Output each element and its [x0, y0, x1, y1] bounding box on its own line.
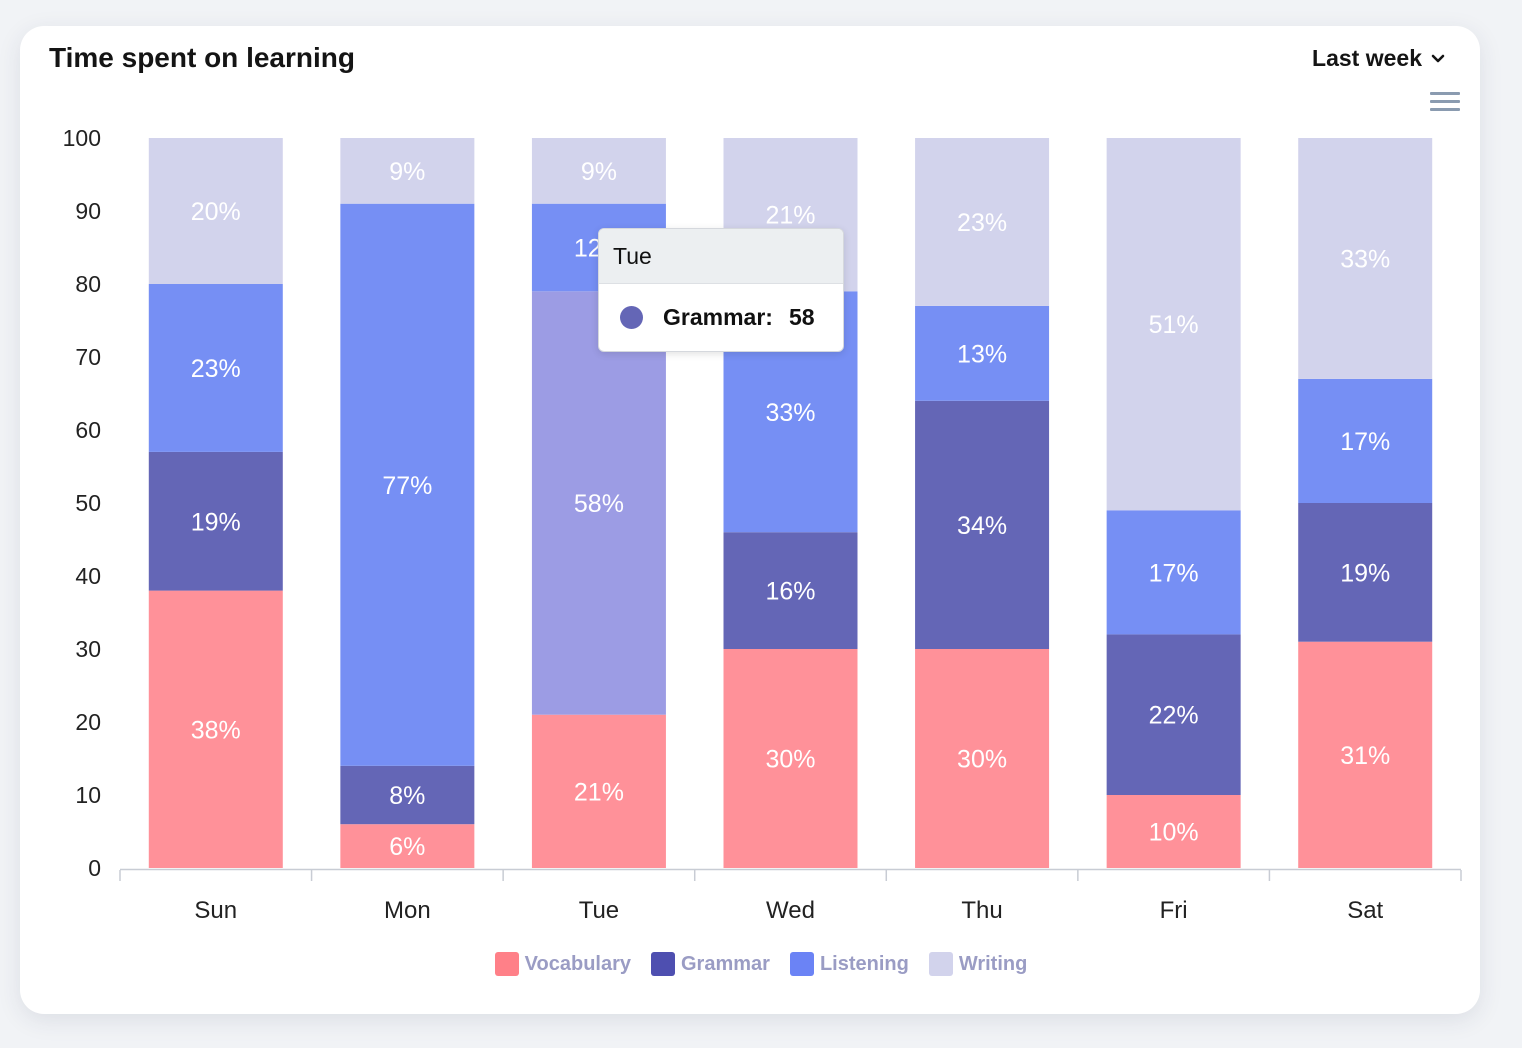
x-tick-label: Fri — [1160, 897, 1188, 924]
bar-thu-listening — [915, 305, 1050, 401]
bar-sun-listening — [148, 284, 283, 452]
bar-sat-vocabulary — [1298, 641, 1433, 868]
y-tick-label: 0 — [88, 855, 101, 881]
data-label: 38% — [191, 716, 241, 744]
data-label: 8% — [389, 782, 425, 810]
chart-legend: Vocabulary Grammar Listening Writing — [0, 952, 1522, 976]
legend-swatch — [494, 952, 519, 976]
tooltip-series-dot — [620, 306, 643, 329]
y-tick-label: 90 — [75, 198, 101, 224]
bar-wed-vocabulary — [723, 649, 858, 868]
bar-tue-writing — [531, 138, 666, 204]
legend-item-grammar[interactable]: Grammar — [651, 952, 770, 976]
tooltip-series-value: 58 — [788, 304, 815, 330]
data-label: 30% — [765, 746, 815, 774]
data-label: 21% — [765, 202, 815, 230]
bar-thu-vocabulary — [915, 649, 1050, 868]
x-tick-label: Thu — [961, 897, 1002, 924]
x-tick-label: Tue — [579, 897, 619, 924]
y-tick-label: 20 — [75, 709, 101, 735]
data-label: 23% — [957, 209, 1007, 237]
bar-sun-writing — [148, 138, 283, 284]
bar-mon-grammar — [340, 765, 475, 825]
y-tick-label: 80 — [75, 271, 101, 297]
stacked-bar-chart: 0 10 20 30 40 50 60 70 80 90 100 38% 19% 23% 20% 6% 8% 77… — [63, 125, 1462, 924]
data-label: 19% — [191, 508, 241, 536]
range-dropdown[interactable]: Last week — [1312, 45, 1446, 72]
data-label: 31% — [1340, 742, 1390, 770]
y-tick-label: 60 — [75, 417, 101, 443]
y-tick-label: 30 — [75, 636, 101, 662]
hamburger-menu-icon[interactable] — [1428, 90, 1462, 114]
legend-item-vocabulary[interactable]: Vocabulary — [494, 952, 631, 976]
data-label: 9% — [581, 158, 617, 186]
x-tick-label: Wed — [766, 897, 815, 924]
data-label: 51% — [1149, 311, 1199, 339]
legend-item-writing[interactable]: Writing — [928, 952, 1028, 976]
bar-mon-vocabulary — [340, 824, 475, 868]
bar-fri-grammar — [1106, 634, 1241, 795]
y-tick-label: 100 — [63, 125, 101, 151]
data-label: 17% — [1149, 559, 1199, 587]
data-label: 21% — [574, 778, 624, 806]
legend-swatch — [928, 952, 953, 976]
chevron-down-icon — [1431, 54, 1445, 62]
data-label: 33% — [1340, 245, 1390, 273]
bar-tue-grammar — [531, 291, 666, 715]
data-label: 13% — [957, 340, 1007, 368]
data-label: 10% — [1149, 819, 1199, 847]
legend-label: Writing — [958, 952, 1028, 975]
y-tick-label: 40 — [75, 563, 101, 589]
data-label: 58% — [574, 490, 624, 518]
data-label: 33% — [765, 399, 815, 427]
bar-mon-listening — [340, 203, 475, 766]
bar-thu-grammar — [915, 400, 1050, 649]
y-tick-label: 10 — [75, 782, 101, 808]
bar-sat-grammar — [1298, 503, 1433, 642]
bar-fri-vocabulary — [1106, 795, 1241, 868]
legend-swatch — [651, 952, 675, 976]
bar-thu-writing — [915, 138, 1050, 306]
chart-title: Time spent on learning — [49, 42, 355, 73]
bar-mon-writing — [340, 138, 475, 204]
x-tick-label: Mon — [384, 897, 431, 924]
legend-swatch — [789, 952, 814, 976]
x-tick-label: Sun — [194, 897, 237, 924]
data-label: 77% — [382, 472, 432, 500]
bar-fri-writing — [1106, 138, 1241, 511]
chart-tooltip: Tue Grammar: 58 — [598, 228, 844, 352]
data-label: 6% — [389, 833, 425, 861]
y-tick-label: 70 — [75, 344, 101, 370]
data-label: 19% — [1340, 559, 1390, 587]
bar-sat-listening — [1298, 378, 1433, 503]
tooltip-title: Tue — [599, 229, 843, 284]
tooltip-row: Grammar: 58 — [599, 284, 843, 351]
legend-label: Grammar — [681, 952, 770, 975]
bar-fri-listening — [1106, 510, 1241, 635]
data-label: 9% — [389, 158, 425, 186]
x-tick-label: Sat — [1347, 897, 1383, 924]
legend-item-listening[interactable]: Listening — [789, 952, 909, 976]
bar-sun-grammar — [148, 451, 283, 591]
legend-label: Listening — [819, 952, 909, 975]
y-tick-label: 50 — [75, 490, 101, 516]
bar-tue-vocabulary — [531, 714, 666, 868]
tooltip-series-name: Grammar: — [663, 304, 773, 330]
data-label: 22% — [1149, 702, 1199, 730]
data-label: 20% — [191, 198, 241, 226]
data-label: 17% — [1340, 428, 1390, 456]
data-label: 30% — [957, 746, 1007, 774]
data-label: 16% — [765, 578, 815, 606]
bar-sun-vocabulary — [148, 590, 283, 868]
data-label: 34% — [957, 512, 1007, 540]
bar-wed-grammar — [723, 532, 858, 649]
range-dropdown-label: Last week — [1312, 45, 1422, 71]
data-label: 23% — [191, 355, 241, 383]
bar-sat-writing — [1298, 138, 1433, 379]
legend-label: Vocabulary — [524, 952, 631, 975]
